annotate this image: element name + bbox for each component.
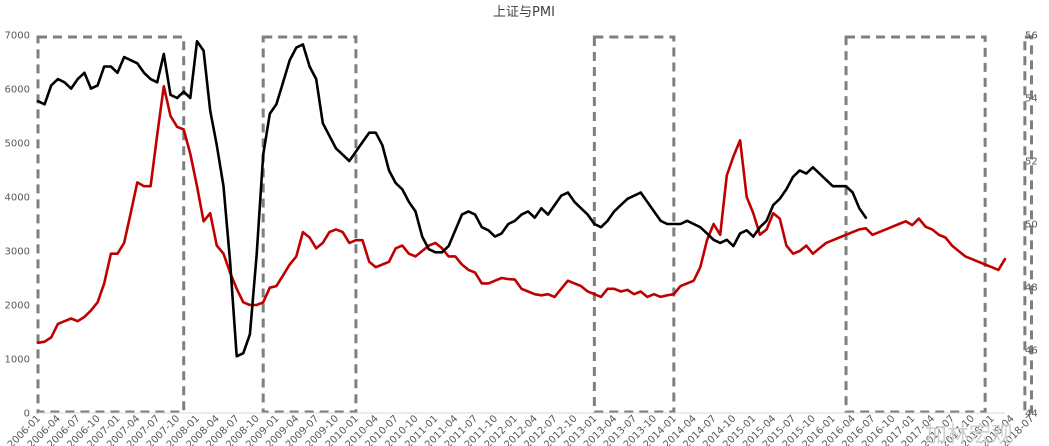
y-left-tick-label: 1000 — [5, 355, 30, 366]
y-left-tick-label: 2000 — [5, 301, 30, 312]
y-right-tick-label: 54 — [1025, 94, 1038, 105]
y-left-tick-label: 6000 — [5, 85, 30, 96]
highlight-period-box-2 — [592, 35, 676, 414]
y-right-tick-label: 50 — [1025, 220, 1038, 231]
watermark-text: 加林宏观 — [925, 423, 1013, 446]
y-right-tick-label: 56 — [1025, 31, 1038, 42]
series-line-index — [36, 85, 1007, 345]
y-left-tick-label: 3000 — [5, 247, 30, 258]
chart-title: 上证与PMI — [493, 5, 555, 20]
highlight-period-box-1 — [261, 35, 358, 414]
y-right-tick-label: 52 — [1025, 157, 1038, 168]
y-right-tick-label: 46 — [1025, 346, 1038, 357]
highlight-period-box-3 — [844, 35, 987, 414]
y-left-tick-label: 4000 — [5, 193, 30, 204]
y-right-tick-label: 44 — [1025, 409, 1038, 420]
highlight-period-box-4 — [1023, 35, 1033, 414]
y-left-tick-label: 0 — [24, 409, 30, 420]
series-line-pmi — [36, 39, 868, 358]
highlight-period-box-0 — [36, 35, 186, 414]
y-left-tick-label: 7000 — [5, 31, 30, 42]
y-left-tick-label: 5000 — [5, 139, 30, 150]
y-right-tick-label: 48 — [1025, 283, 1038, 294]
